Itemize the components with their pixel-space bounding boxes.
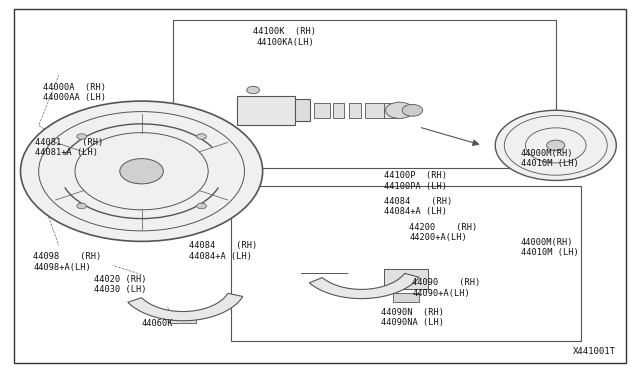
Polygon shape	[128, 293, 243, 321]
Text: 44081    (RH)
44081+A (LH): 44081 (RH) 44081+A (LH)	[35, 138, 104, 157]
Circle shape	[246, 86, 259, 94]
Text: 44100P  (RH)
44100PA (LH): 44100P (RH) 44100PA (LH)	[384, 171, 447, 190]
FancyBboxPatch shape	[314, 103, 330, 118]
Circle shape	[495, 110, 616, 180]
Text: 44000M(RH)
44010M (LH): 44000M(RH) 44010M (LH)	[521, 149, 579, 169]
Text: 44090N  (RH)
44090NA (LH): 44090N (RH) 44090NA (LH)	[381, 308, 444, 327]
Text: X441001T: X441001T	[573, 347, 616, 356]
FancyBboxPatch shape	[365, 103, 384, 118]
FancyBboxPatch shape	[333, 103, 344, 118]
FancyBboxPatch shape	[294, 99, 310, 121]
Text: 44098    (RH)
44098+A(LH): 44098 (RH) 44098+A(LH)	[33, 253, 102, 272]
Circle shape	[196, 134, 206, 139]
Text: 44084    (RH)
44084+A (LH): 44084 (RH) 44084+A (LH)	[189, 241, 258, 261]
FancyBboxPatch shape	[349, 103, 362, 118]
FancyBboxPatch shape	[231, 186, 581, 341]
Circle shape	[196, 203, 206, 209]
FancyBboxPatch shape	[384, 103, 397, 118]
Circle shape	[77, 203, 86, 209]
Text: 44084    (RH)
44084+A (LH): 44084 (RH) 44084+A (LH)	[384, 197, 452, 217]
FancyBboxPatch shape	[394, 293, 419, 302]
Circle shape	[77, 134, 86, 139]
Circle shape	[386, 102, 413, 118]
Text: 44000A  (RH)
44000AA (LH): 44000A (RH) 44000AA (LH)	[43, 83, 106, 102]
Text: 44090    (RH)
44090+A(LH): 44090 (RH) 44090+A(LH)	[412, 278, 481, 298]
Circle shape	[547, 140, 565, 151]
FancyBboxPatch shape	[384, 269, 428, 289]
Circle shape	[20, 101, 262, 241]
Polygon shape	[309, 273, 419, 299]
Circle shape	[402, 105, 422, 116]
FancyBboxPatch shape	[170, 311, 196, 323]
Text: 44100K  (RH)
44100KA(LH): 44100K (RH) 44100KA(LH)	[253, 27, 316, 46]
Circle shape	[120, 158, 163, 184]
FancyBboxPatch shape	[173, 20, 556, 167]
Text: 44200    (RH)
44200+A(LH): 44200 (RH) 44200+A(LH)	[409, 223, 477, 242]
Text: 44060K: 44060K	[141, 319, 173, 328]
FancyBboxPatch shape	[237, 96, 294, 125]
Text: 44020 (RH)
44030 (LH): 44020 (RH) 44030 (LH)	[94, 275, 147, 294]
Text: 44000M(RH)
44010M (LH): 44000M(RH) 44010M (LH)	[521, 238, 579, 257]
